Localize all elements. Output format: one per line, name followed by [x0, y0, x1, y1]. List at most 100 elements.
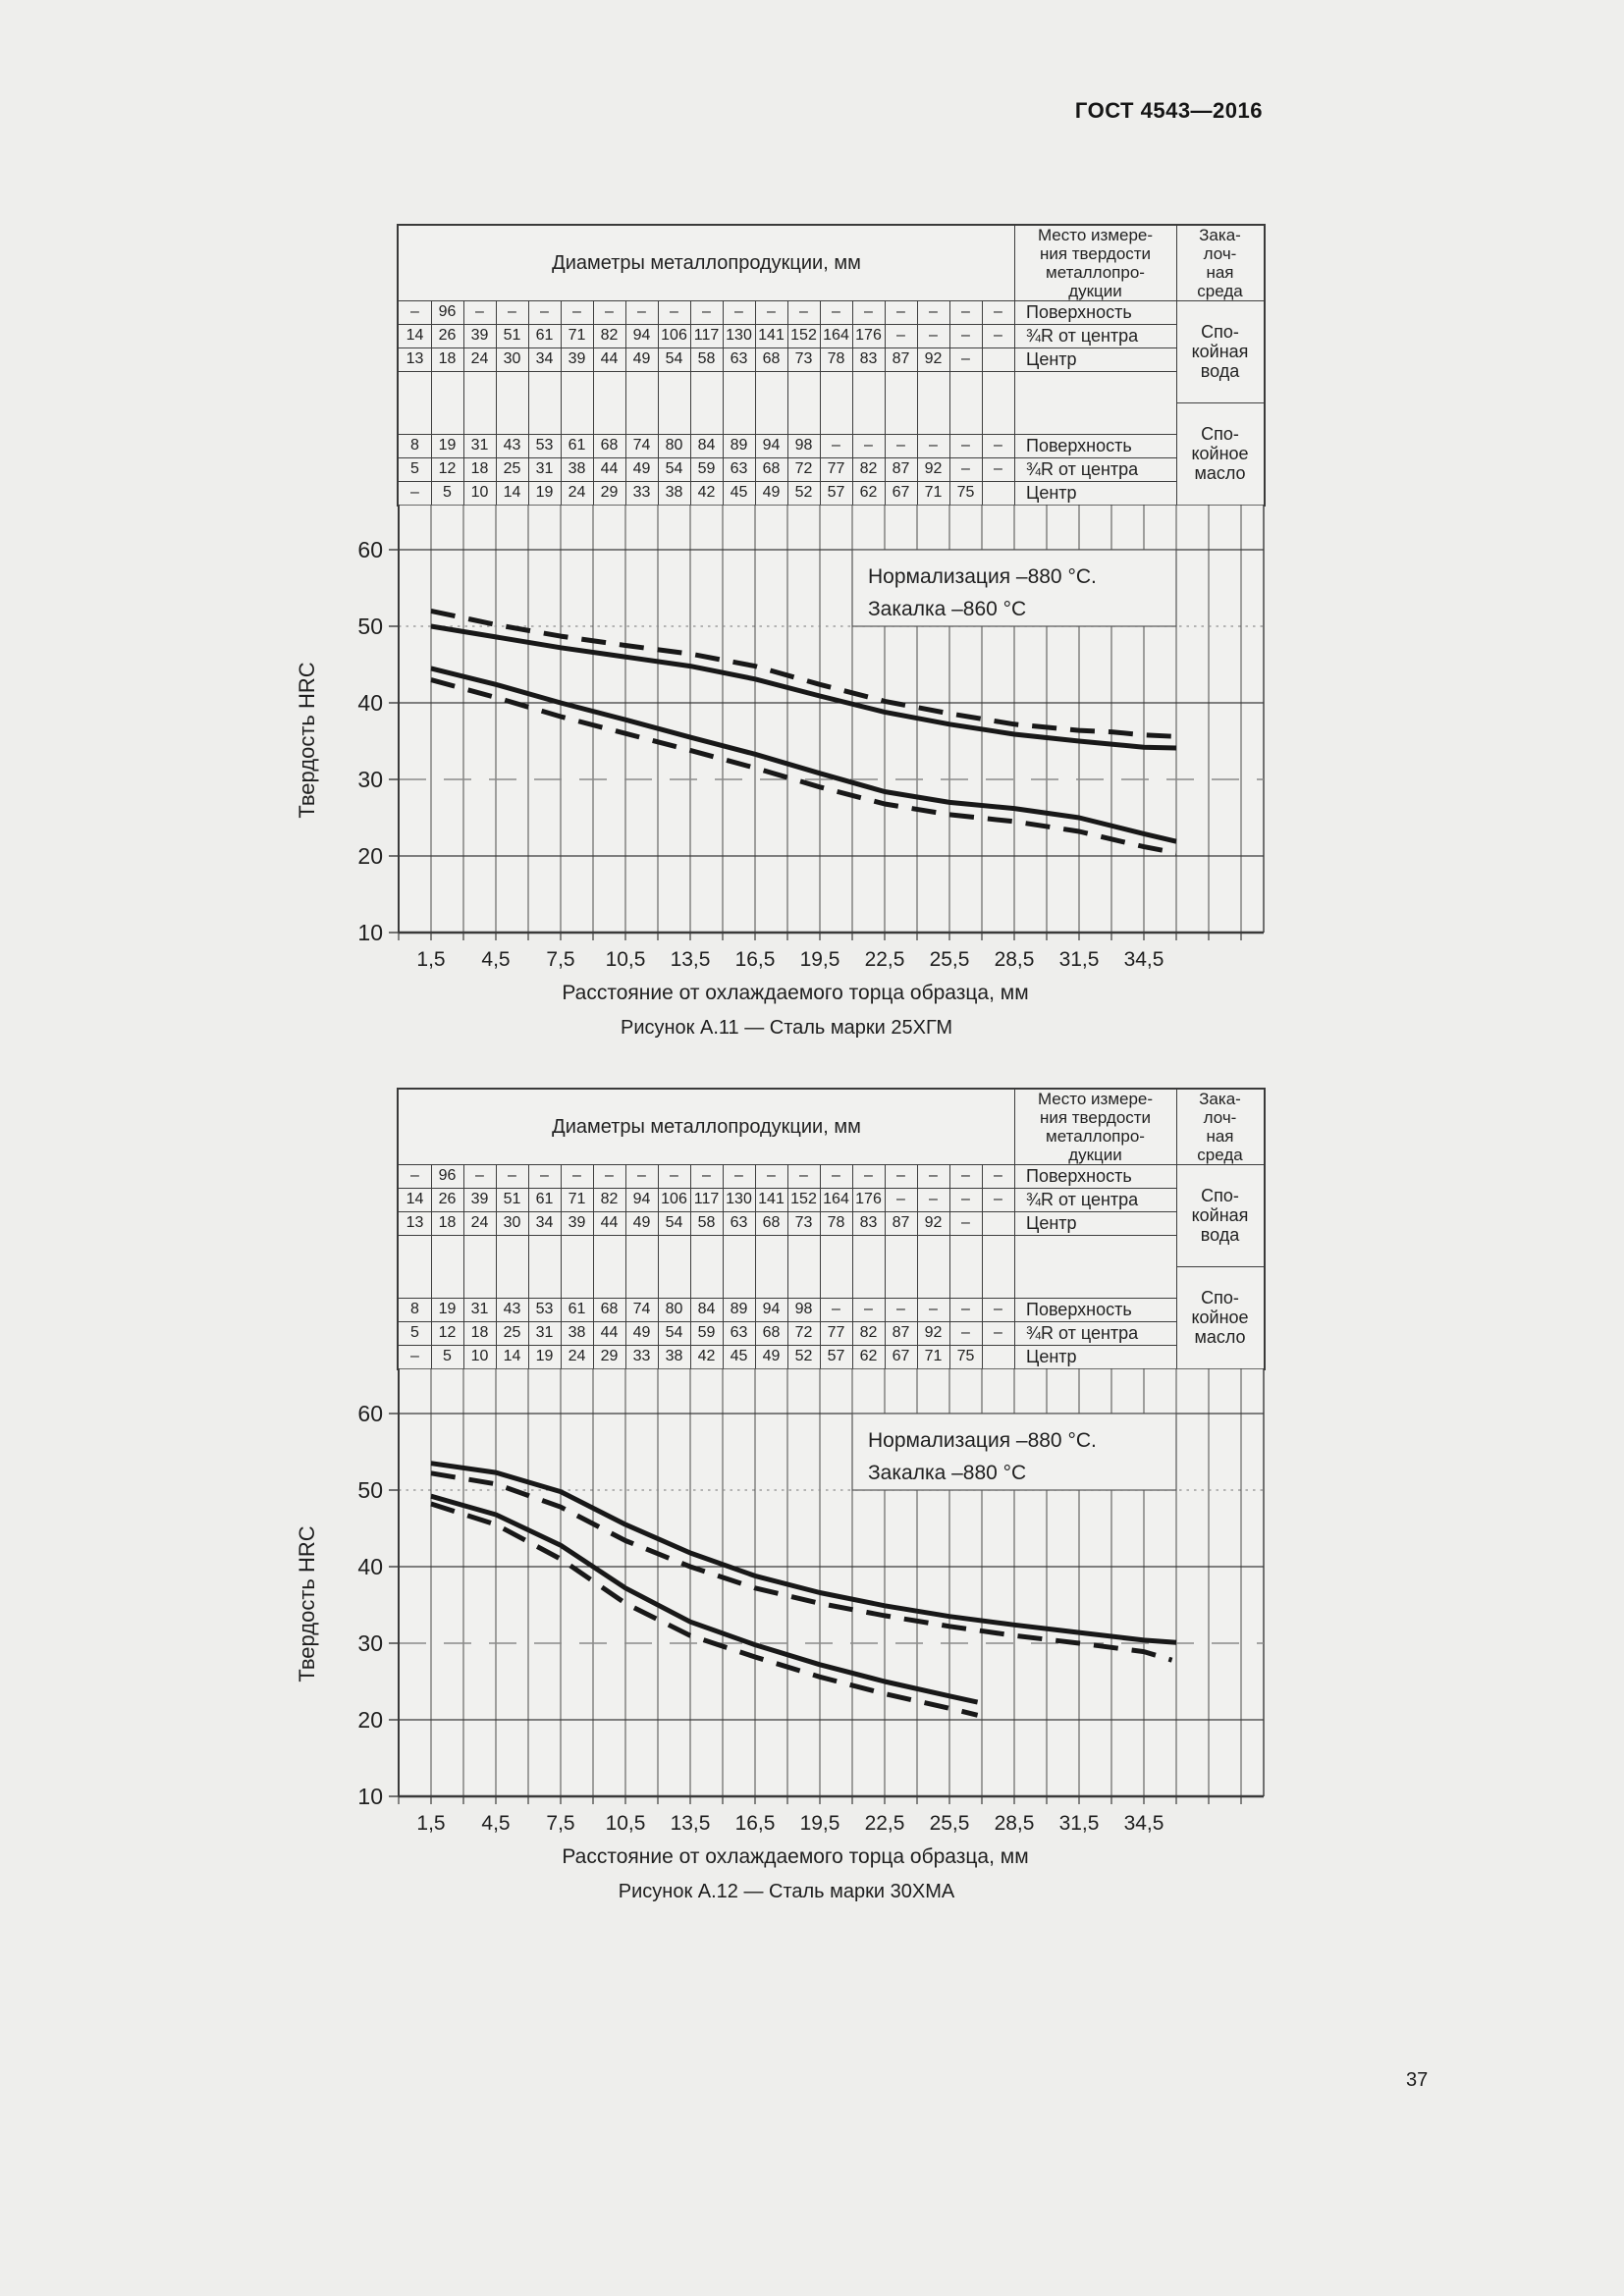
diameter-cell: 13 [406, 1214, 424, 1231]
diameter-cell: 54 [665, 1214, 683, 1231]
diameter-cell: 44 [600, 460, 619, 477]
x-tick-label: 1,5 [416, 1812, 445, 1835]
measure-place-label: Центр [1026, 483, 1077, 503]
diameter-cell: 45 [730, 484, 748, 501]
hardness-table: Диаметры металлопродукции, мм Место измер… [397, 1088, 1266, 1370]
table-line [820, 300, 821, 505]
heat-treatment-annotation-box [851, 1413, 1177, 1491]
measure-place-header: Место измере- ния твердости металлопро- … [1037, 226, 1154, 300]
table-line [982, 300, 983, 505]
diameter-cell: 92 [924, 350, 943, 367]
diameter-cell: 25 [503, 460, 521, 477]
diameter-cell: – [994, 327, 1002, 344]
diameter-cell: 141 [758, 1191, 785, 1207]
diameter-cell: – [508, 303, 516, 320]
diameter-cell: – [896, 1167, 905, 1184]
curve-lower-dashed [430, 1501, 979, 1718]
table-line [787, 1164, 788, 1368]
diameter-cell: 18 [438, 350, 457, 367]
diameter-cell: 117 [693, 327, 720, 344]
diameter-cell: 77 [827, 1324, 845, 1341]
diameter-cell: 54 [665, 350, 683, 367]
diameter-cell: 45 [730, 1348, 748, 1364]
diameter-cell: 12 [438, 460, 457, 477]
x-tick-label: 28,5 [995, 1812, 1035, 1835]
measure-place-label: Поверхность [1026, 436, 1132, 455]
x-tick-label: 25,5 [930, 1812, 970, 1835]
diameter-cell: 96 [438, 1167, 457, 1184]
diameter-cell: – [605, 1167, 614, 1184]
diameter-cell: – [864, 303, 873, 320]
diameter-cell: 72 [794, 460, 813, 477]
diameter-cell: 73 [794, 350, 813, 367]
diameter-cell: 43 [503, 1301, 521, 1317]
diameter-cell: 87 [892, 1214, 910, 1231]
page-number: 37 [1406, 2069, 1429, 2091]
diameter-cell: – [864, 437, 873, 454]
measure-place-label: ¾R от центра [1026, 1323, 1139, 1343]
diameter-cell: 106 [661, 1191, 687, 1207]
diameter-cell: – [896, 303, 905, 320]
y-tick-label: 20 [357, 1707, 383, 1733]
figure-a12: Диаметры металлопродукции, мм Место измер… [285, 1088, 1355, 1924]
diameter-cell: 83 [859, 1214, 878, 1231]
diameter-cell: 5 [410, 1324, 419, 1341]
diameter-cell: 42 [697, 1348, 716, 1364]
curve-upper-dashed [430, 1470, 1173, 1663]
table-line [1176, 1090, 1177, 1368]
table-line [852, 1164, 853, 1368]
diameter-cell: – [832, 1301, 840, 1317]
diameter-cell: 68 [600, 437, 619, 454]
table-line [690, 1164, 691, 1368]
diameter-cell: 52 [794, 484, 813, 501]
table-line [885, 1164, 886, 1368]
measure-place-label: ¾R от центра [1026, 1190, 1139, 1209]
diameter-cell: 26 [438, 327, 457, 344]
diameter-cell: – [864, 1301, 873, 1317]
diameter-cell: 82 [600, 1191, 619, 1207]
diameter-cell: 39 [470, 1191, 489, 1207]
diameter-cell: 61 [568, 1301, 586, 1317]
diameter-cell: 92 [924, 1324, 943, 1341]
diameter-cell: 63 [730, 460, 748, 477]
diameter-cell: 54 [665, 1324, 683, 1341]
table-line [399, 300, 1264, 301]
diameter-cell: 94 [762, 1301, 781, 1317]
diameter-cell: 38 [568, 460, 586, 477]
curve-lower-solid [430, 666, 1177, 844]
x-tick-label: 31,5 [1059, 948, 1100, 971]
diameter-cell: 96 [438, 303, 457, 320]
curve-upper-solid [430, 1461, 1177, 1645]
x-tick-label: 19,5 [800, 1812, 840, 1835]
diameter-cell: 71 [568, 1191, 586, 1207]
diameter-cell: 74 [632, 1301, 651, 1317]
y-tick-label: 50 [357, 614, 383, 639]
table-line [787, 300, 788, 505]
table-line [399, 1164, 1264, 1165]
diameter-cell: – [540, 303, 549, 320]
diameter-cell: 63 [730, 1214, 748, 1231]
diameter-cell: – [929, 303, 938, 320]
diameter-cell: – [961, 437, 970, 454]
measure-place-label: Центр [1026, 1347, 1077, 1366]
diameter-cell: 13 [406, 350, 424, 367]
diameter-cell: – [961, 303, 970, 320]
diameter-cell: 24 [470, 350, 489, 367]
diameter-cell: 75 [956, 1348, 975, 1364]
x-tick-label: 22,5 [865, 948, 905, 971]
x-tick-label: 4,5 [481, 1812, 510, 1835]
table-line [463, 1164, 464, 1368]
diameter-cell: 42 [697, 484, 716, 501]
quench-oil-label: Спо- койное масло [1191, 424, 1249, 483]
quench-media-header: Зака- лоч- ная среда [1197, 226, 1243, 300]
diameter-cell: – [637, 1167, 646, 1184]
diameter-cell: 68 [762, 460, 781, 477]
diameter-cell: – [767, 303, 776, 320]
diameter-cell: – [896, 327, 905, 344]
table-line [593, 1164, 594, 1368]
diameter-cell: – [475, 1167, 484, 1184]
x-tick-label: 10,5 [606, 1812, 646, 1835]
measure-place-label: ¾R от центра [1026, 459, 1139, 479]
diameter-cell: 33 [632, 484, 651, 501]
diameter-cell: 152 [790, 327, 817, 344]
